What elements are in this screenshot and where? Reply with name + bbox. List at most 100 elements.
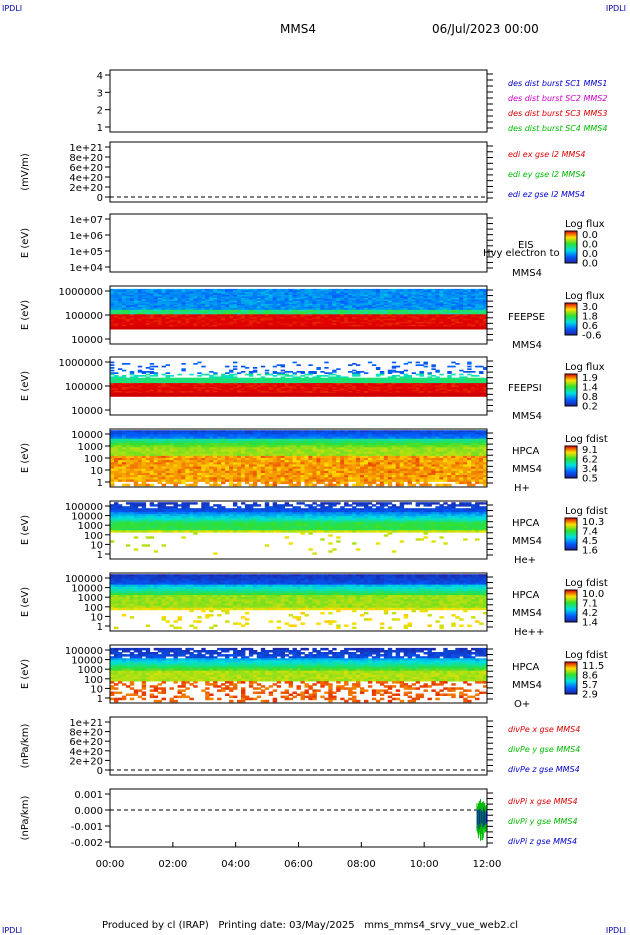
spectrogram-cell — [185, 432, 190, 435]
spectrogram-cell — [459, 296, 464, 299]
spectrogram-cell — [233, 306, 238, 309]
spectrogram-cell — [209, 293, 214, 296]
spectrogram-cell — [121, 375, 127, 377]
spectrogram-cell — [137, 389, 143, 392]
spectrogram-cell — [157, 464, 162, 467]
spectrogram-cell — [387, 314, 393, 317]
spectrogram-cell — [114, 447, 119, 450]
spectrogram-cell — [169, 430, 174, 433]
spectrogram-cell — [173, 309, 178, 312]
spectrogram-cell — [320, 323, 325, 326]
spectrogram-cell — [110, 379, 115, 381]
spectrogram-cell — [117, 302, 123, 305]
spectrogram-cell — [379, 306, 385, 309]
spectrogram-cell — [403, 315, 409, 318]
spectrogram-cell — [411, 320, 416, 323]
spectrogram-cell — [137, 387, 143, 389]
spectrogram-cell — [185, 391, 190, 393]
spectrogram-cell — [356, 314, 361, 317]
spectrogram-cell — [114, 323, 119, 326]
spectrogram-cell — [276, 312, 282, 315]
spectrogram-cell — [114, 291, 119, 294]
spectrogram-cell — [165, 306, 170, 309]
spectrogram-cell — [181, 462, 186, 465]
spectrogram-cell — [185, 445, 190, 448]
spectrogram-cell — [264, 299, 270, 302]
spectrogram-cell — [244, 438, 250, 442]
spectrogram-cell — [237, 293, 242, 296]
spectrogram-cell — [181, 455, 186, 459]
spectrogram-cell — [328, 376, 333, 379]
spectrogram-cell — [213, 305, 218, 308]
spectrogram-cell — [272, 381, 278, 384]
spectrogram-cell — [304, 312, 309, 315]
spectrogram-cell — [129, 372, 135, 374]
spectrogram-cell — [141, 291, 147, 294]
spectrogram-cell — [360, 379, 365, 381]
spectrogram-cell — [308, 317, 313, 320]
spectrogram-cell — [173, 481, 178, 485]
spectrogram-cell — [324, 288, 329, 291]
spectrogram-cell — [300, 384, 305, 387]
spectrogram-cell — [189, 440, 194, 444]
spectrogram-cell — [407, 312, 412, 315]
spectrogram-cell — [423, 389, 428, 392]
spectrogram-cell — [185, 468, 190, 472]
spectrogram-cell — [483, 311, 488, 314]
spectrogram-cell — [300, 294, 305, 297]
spectrogram-cell — [352, 294, 357, 297]
spectrogram-cell — [391, 317, 397, 320]
spectrogram-cell — [268, 318, 274, 321]
spectrogram-cell — [173, 434, 178, 437]
spectrogram-cell — [320, 302, 325, 305]
spectrogram-cell — [280, 365, 285, 368]
spectrogram-cell — [217, 377, 222, 380]
spectrogram-cell — [197, 297, 202, 300]
spectrogram-cell — [153, 430, 159, 433]
spectrogram-cell — [479, 384, 484, 387]
spectrogram-cell — [447, 371, 452, 373]
spectrogram-cell — [415, 361, 420, 364]
spectrogram-cell — [217, 305, 222, 308]
spectrogram-cell — [324, 299, 329, 302]
spectrogram-cell — [229, 290, 234, 293]
spectrogram-cell — [157, 473, 162, 476]
spectrogram-cell — [439, 306, 444, 309]
spectrogram-cell — [153, 308, 159, 311]
spectrogram-cell — [149, 308, 155, 311]
spectrogram-cell — [332, 308, 337, 311]
spectrogram-cell — [320, 391, 325, 393]
spectrogram-cell — [364, 384, 369, 387]
spectrogram-cell — [173, 291, 178, 294]
spectrogram-cell — [209, 479, 214, 482]
spectrogram-cell — [395, 303, 401, 306]
spectrogram-cell — [268, 321, 274, 324]
spectrogram-cell — [213, 300, 218, 303]
spectrogram-cell — [201, 464, 206, 467]
spectrogram-cell — [447, 380, 452, 383]
spectrogram-cell — [209, 387, 214, 389]
spectrogram-cell — [129, 373, 135, 376]
spectrogram-cell — [185, 479, 190, 482]
spectrogram-cell — [241, 383, 246, 385]
spectrogram-cell — [141, 466, 147, 470]
spectrogram-cell — [300, 388, 305, 391]
spectrogram-cell — [189, 324, 194, 327]
spectrogram-cell — [129, 479, 135, 482]
spectrogram-cell — [320, 324, 325, 327]
spectrogram-cell — [304, 308, 309, 311]
spectrogram-cell — [213, 451, 218, 455]
spectrogram-cell — [185, 312, 190, 315]
spectrogram-cell — [177, 453, 182, 457]
spectrogram-cell — [411, 300, 416, 303]
spectrogram-cell — [328, 302, 333, 305]
spectrogram-cell — [137, 309, 143, 312]
spectrogram-cell — [193, 291, 198, 294]
spectrogram-cell — [264, 288, 270, 291]
spectrogram-cell — [308, 303, 313, 306]
spectrogram-cell — [114, 468, 119, 472]
spectrogram-cell — [197, 447, 202, 450]
spectrogram-cell — [197, 468, 202, 472]
spectrogram-cell — [280, 372, 285, 374]
spectrogram-cell — [177, 377, 182, 380]
